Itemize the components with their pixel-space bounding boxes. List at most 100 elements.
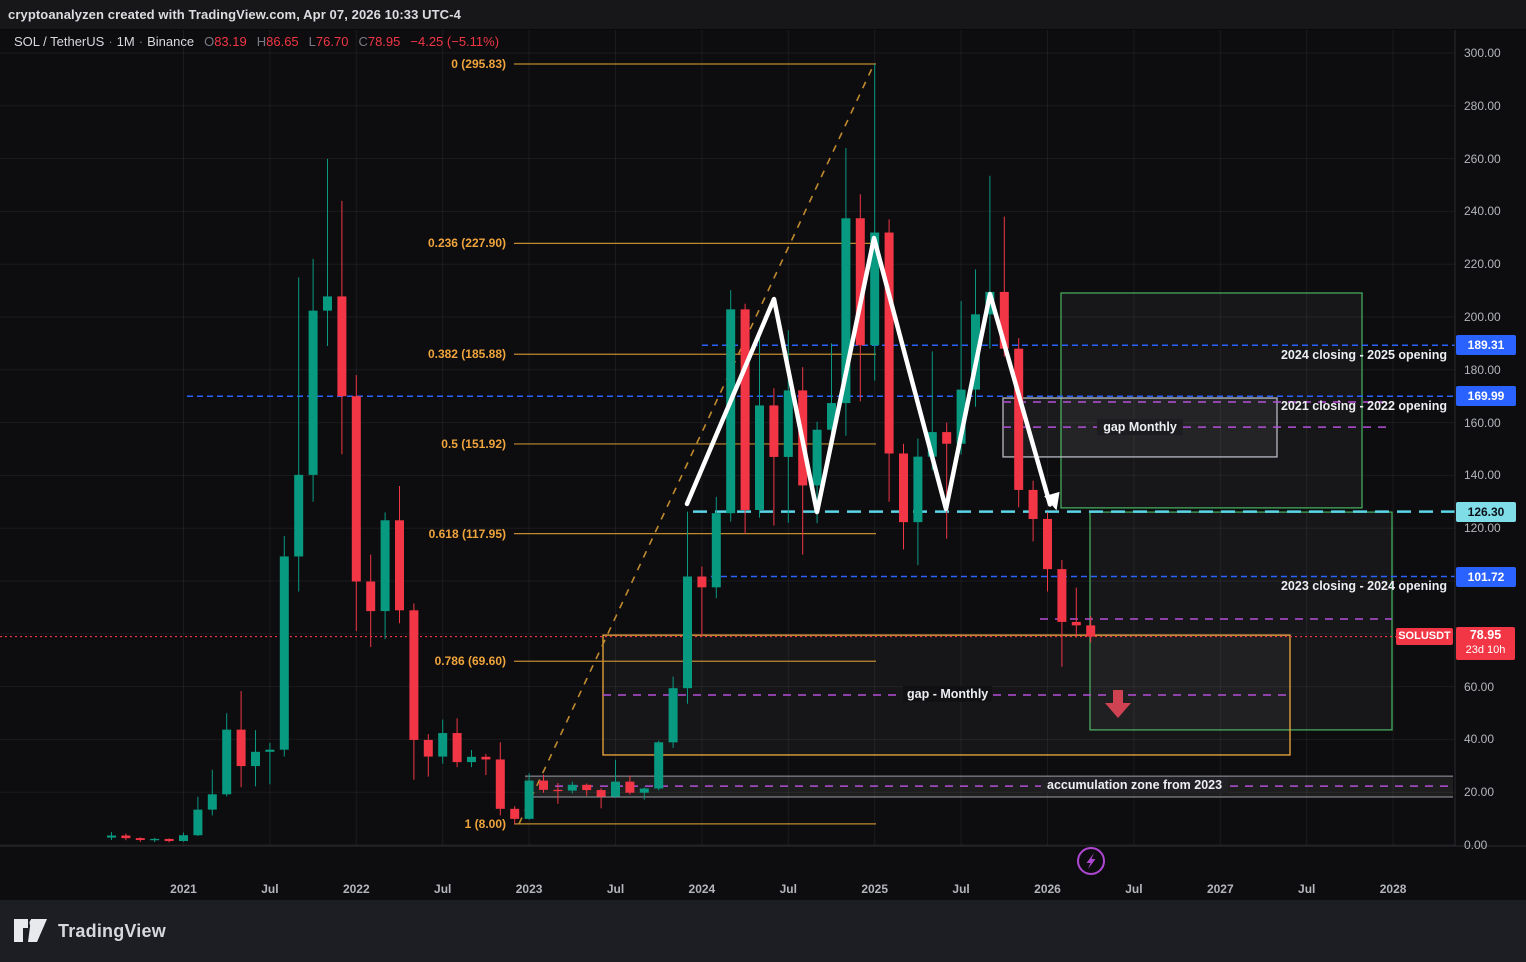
label-2021-closing-2022-opening[interactable]: 2021 closing - 2022 opening <box>1280 399 1447 413</box>
candle <box>236 691 246 788</box>
time-tick-label: Jul <box>606 882 625 896</box>
time-tick-label: Jul <box>952 882 970 896</box>
candle <box>323 158 332 347</box>
zigzag-arrowhead <box>1044 491 1060 511</box>
candle <box>452 718 462 768</box>
candle <box>222 713 232 797</box>
candle <box>409 603 419 780</box>
candle <box>1071 587 1081 638</box>
price-tick-label: 0.00 <box>1464 838 1488 852</box>
fib-label-0236[interactable]: 0.236 (227.90) <box>427 236 506 251</box>
label-gap-monthly-box[interactable]: gap Monthly <box>1003 419 1277 435</box>
change-value: −4.25 (−5.11%) <box>410 34 500 49</box>
price-marker-189-31: 189.31 <box>1456 335 1516 355</box>
candle <box>985 175 995 349</box>
candle <box>683 511 692 704</box>
candlestick-chart-canvas[interactable] <box>0 30 1526 900</box>
price-tick-label: 160.00 <box>1464 415 1501 430</box>
candle <box>423 734 433 777</box>
time-tick-label: 2023 <box>515 882 543 896</box>
tradingview-wordmark[interactable]: TradingView <box>58 920 166 941</box>
candle <box>1086 616 1096 643</box>
candle <box>625 775 635 795</box>
candle <box>524 773 534 820</box>
candle <box>913 438 923 566</box>
label-2024-closing-2025-opening[interactable]: 2024 closing - 2025 opening <box>1280 348 1447 362</box>
last-price-value: 78.95 <box>1469 628 1502 642</box>
lightning-event-icon[interactable] <box>1077 847 1105 875</box>
candle <box>164 838 174 843</box>
price-marker-169-99: 169.99 <box>1456 386 1516 406</box>
open-value: 83.19 <box>214 34 247 49</box>
interval-label: 1M <box>116 34 135 49</box>
fib-label-1[interactable]: 1 (8.00) <box>464 816 506 831</box>
price-tick-label: 120.00 <box>1464 521 1501 536</box>
candle <box>395 485 404 624</box>
candle <box>1057 559 1067 667</box>
label-gap-monthly-low[interactable]: gap - Monthly <box>903 686 993 702</box>
label-2023-closing-2024-opening[interactable]: 2023 closing - 2024 opening <box>1280 579 1447 593</box>
price-tick-label: 300.00 <box>1464 46 1501 60</box>
price-tick-label: 280.00 <box>1464 98 1501 113</box>
chart-area[interactable]: SOL / TetherUS · 1M · Binance O83.19 H86.65 L76… <box>0 30 1526 900</box>
tradingview-logo-icon[interactable] <box>14 918 48 944</box>
candle <box>135 837 145 842</box>
fib-label-0382[interactable]: 0.382 (185.88) <box>427 347 506 362</box>
watermark-bar: cryptoanalyzen created with TradingView.… <box>0 0 1526 30</box>
time-tick-label: Jul <box>434 882 452 896</box>
zigzag-projection-line <box>684 235 1053 515</box>
fib-label-05[interactable]: 0.5 (151.92) <box>441 436 506 451</box>
price-tick-label: 60.00 <box>1464 679 1495 694</box>
time-tick-label: 2024 <box>688 882 716 896</box>
candle <box>438 719 448 764</box>
candle <box>308 258 318 502</box>
candle <box>1014 338 1024 508</box>
price-tick-label: 200.00 <box>1464 310 1501 324</box>
label-accumulation-zone[interactable]: accumulation zone from 2023 <box>1041 777 1229 793</box>
low-letter: L <box>308 34 316 49</box>
candle <box>870 64 880 381</box>
candle <box>366 554 376 647</box>
tradingview-footer: TradingView <box>0 900 1526 962</box>
candle <box>639 787 649 800</box>
candle <box>193 796 203 837</box>
time-tick-label: 2022 <box>342 882 370 896</box>
fib-label-0786[interactable]: 0.786 (69.60) <box>434 654 506 669</box>
exchange-label: Binance <box>147 34 195 49</box>
price-marker-101-72: 101.72 <box>1456 567 1516 587</box>
price-tick-label: 260.00 <box>1464 151 1501 166</box>
candle <box>294 277 304 592</box>
candle <box>899 443 908 550</box>
candle <box>740 303 750 534</box>
candle <box>596 788 606 809</box>
price-tick-label: 240.00 <box>1464 204 1501 219</box>
candle <box>841 148 851 436</box>
candle <box>279 536 289 757</box>
candle <box>582 783 592 796</box>
candle <box>481 753 491 776</box>
fib-label-0[interactable]: 0 (295.83) <box>451 57 506 71</box>
price-tick-label: 40.00 <box>1464 732 1495 747</box>
time-tick-label: 2025 <box>861 882 889 896</box>
candle <box>611 759 620 799</box>
candle <box>769 388 779 526</box>
symbol-legend: SOL / TetherUS · 1M · Binance O83.19 H86.65 L76… <box>14 34 500 49</box>
candle <box>510 806 520 824</box>
candle <box>697 566 707 637</box>
price-line-symbol-label: SOLUSDT <box>1396 628 1453 645</box>
candle <box>1028 480 1038 542</box>
candle <box>121 833 131 841</box>
price-tick-label: 180.00 <box>1464 362 1501 377</box>
candle <box>495 742 505 816</box>
high-value: 86.65 <box>266 34 299 49</box>
candle <box>971 269 980 407</box>
time-tick-label: 2021 <box>170 882 197 896</box>
candle <box>827 343 836 444</box>
candle <box>755 338 764 518</box>
price-marker-126-30: 126.30 <box>1456 502 1516 522</box>
high-letter: H <box>256 34 267 49</box>
fib-label-0618[interactable]: 0.618 (117.95) <box>428 526 506 541</box>
last-price-marker: 78.95 23d 10h <box>1456 627 1515 660</box>
candle <box>251 730 260 787</box>
